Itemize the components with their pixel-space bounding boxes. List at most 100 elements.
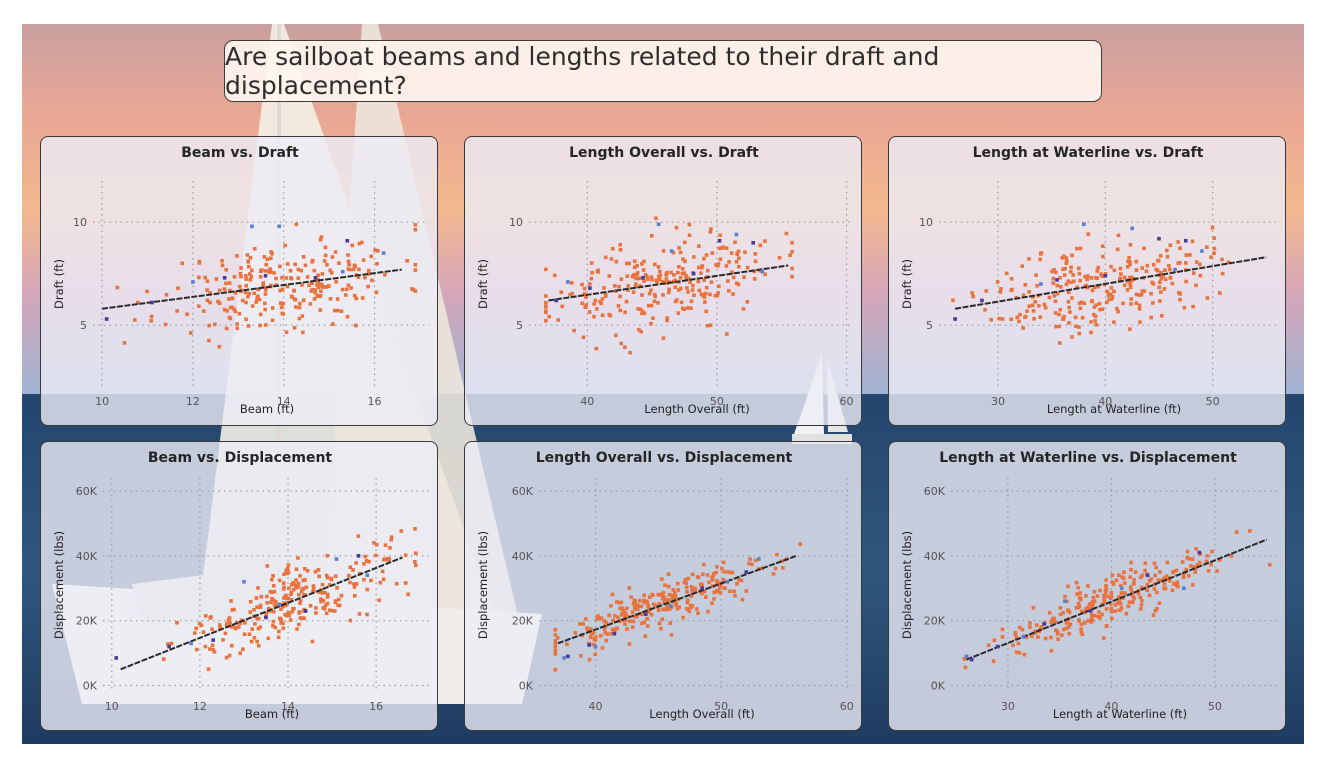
highlight-point-blue: [593, 644, 598, 649]
data-point: [686, 276, 691, 281]
data-point: [582, 286, 587, 291]
data-point: [1069, 280, 1074, 285]
y-tick-label: 40K: [76, 550, 98, 563]
data-point: [250, 304, 255, 308]
data-point: [1165, 254, 1170, 259]
data-point: [635, 607, 639, 611]
data-point: [324, 611, 329, 616]
data-point: [263, 307, 267, 312]
data-point: [1126, 279, 1130, 284]
data-point: [293, 262, 298, 267]
data-point: [618, 294, 622, 299]
data-point: [1074, 580, 1079, 585]
data-point: [1036, 635, 1040, 639]
data-point: [687, 609, 692, 614]
data-point: [230, 643, 234, 648]
data-point: [320, 591, 325, 595]
data-point: [253, 622, 257, 626]
data-point: [353, 323, 358, 328]
data-point: [1090, 299, 1094, 304]
data-point: [999, 287, 1003, 291]
data-point: [1177, 290, 1181, 295]
data-point: [1116, 309, 1120, 314]
data-point: [1140, 598, 1144, 603]
data-point: [278, 301, 283, 305]
data-point: [249, 268, 254, 273]
x-tick-label: 12: [193, 700, 207, 713]
highlight-point-purple: [587, 643, 592, 647]
data-point: [617, 284, 621, 289]
data-point: [239, 274, 243, 279]
data-point: [136, 300, 140, 305]
x-tick-label: 14: [281, 700, 295, 713]
data-point: [376, 249, 380, 253]
data-point: [1091, 599, 1095, 604]
data-point: [1097, 610, 1101, 614]
data-point: [730, 570, 735, 575]
data-point: [313, 569, 318, 574]
x-tick-label: 10: [105, 700, 119, 713]
data-point: [248, 272, 252, 276]
data-point: [322, 590, 327, 595]
data-point: [731, 292, 735, 296]
data-point: [230, 608, 235, 612]
data-point: [1153, 573, 1158, 578]
data-point: [313, 288, 318, 292]
data-point: [1067, 631, 1072, 636]
data-point: [1075, 246, 1079, 251]
scatter-chart: Beam vs. Draft 10 12 14 16 5 10 Beam (ft) Draft …: [52, 145, 429, 416]
data-point: [1080, 632, 1085, 637]
data-point: [678, 276, 683, 280]
data-point: [614, 333, 618, 338]
data-point: [709, 227, 713, 231]
data-point: [351, 267, 356, 272]
data-point: [305, 275, 310, 279]
data-point: [614, 259, 619, 264]
data-point: [1061, 610, 1065, 615]
data-point: [205, 288, 209, 292]
data-point: [222, 287, 227, 291]
data-point: [1054, 270, 1058, 275]
data-point: [623, 310, 627, 315]
data-point: [682, 271, 687, 275]
data-point: [667, 607, 672, 612]
data-point: [282, 585, 286, 590]
data-point: [1104, 300, 1109, 305]
data-point: [301, 587, 306, 591]
data-point: [544, 267, 548, 272]
data-point: [763, 272, 767, 277]
data-point: [1129, 297, 1134, 301]
data-point: [742, 275, 746, 279]
x-tick-label: 50: [1208, 700, 1222, 713]
data-point: [1031, 605, 1036, 610]
data-point: [1105, 289, 1109, 294]
highlight-point-blue: [189, 641, 193, 646]
data-point: [303, 263, 308, 268]
data-point: [616, 304, 621, 308]
data-point: [1000, 627, 1005, 632]
data-point: [286, 611, 291, 615]
highlight-point-blue: [365, 573, 370, 578]
data-point: [1077, 325, 1081, 329]
data-point: [667, 287, 671, 292]
data-point: [1066, 300, 1071, 304]
data-point: [1077, 331, 1082, 336]
data-point: [292, 288, 296, 293]
data-point: [595, 617, 599, 621]
data-point: [1140, 266, 1144, 270]
data-point: [992, 638, 997, 643]
data-point: [665, 316, 669, 320]
data-point: [710, 251, 715, 255]
data-point: [642, 598, 646, 603]
data-point: [734, 260, 739, 264]
data-point: [292, 606, 296, 611]
data-point: [264, 612, 269, 616]
data-point: [301, 578, 306, 583]
data-point: [1086, 618, 1091, 623]
data-point: [366, 284, 370, 289]
data-point: [676, 581, 680, 586]
data-point: [631, 619, 636, 624]
panel-length-overall-vs-draft: Length Overall vs. Draft 40 50 60 5 10 Length …: [464, 136, 862, 426]
data-point: [687, 222, 692, 227]
data-point: [362, 562, 366, 566]
